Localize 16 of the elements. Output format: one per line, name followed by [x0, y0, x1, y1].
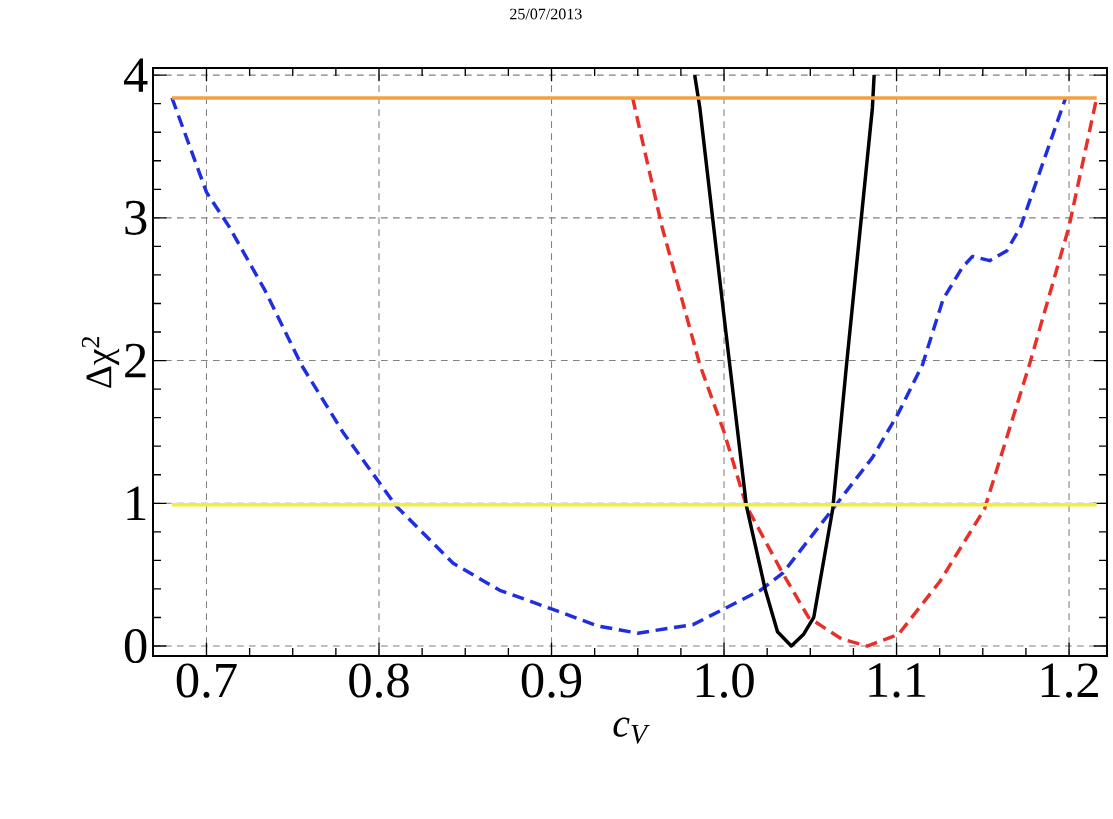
x-axis-title: c$_{V}$: [613, 717, 650, 744]
y-tick-label: 0: [124, 628, 147, 664]
y-axis-title: Δχ$^{2}$: [81, 336, 120, 388]
line-series: [170, 96, 1068, 635]
x-tick-label: 0.7: [176, 663, 237, 698]
x-tick-label: 1.2: [1041, 663, 1098, 698]
line-series: [692, 73, 876, 648]
y-tick-label: 4: [123, 58, 148, 92]
chart-title: 25/07/2013: [510, 8, 582, 20]
y-tick-label: 1: [127, 486, 146, 521]
x-tick-label: 1.1: [869, 663, 926, 698]
x-tick-label: 0.8: [349, 663, 409, 698]
y-tick-label: 2: [125, 343, 146, 378]
x-tick-label: 0.9: [521, 663, 582, 698]
y-tick-label: 3: [125, 200, 147, 235]
x-tick-label: 1.0: [696, 663, 754, 698]
